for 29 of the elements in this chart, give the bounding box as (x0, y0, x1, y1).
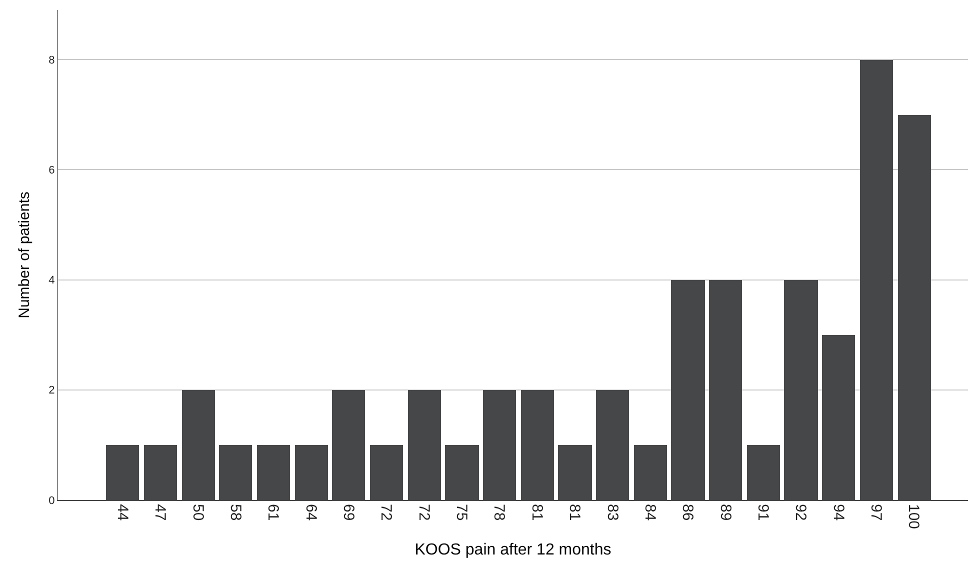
y-tick-label: 2 (48, 384, 55, 397)
x-tick-label: 72 (378, 504, 395, 521)
y-axis-title: Number of patients (16, 192, 33, 318)
x-tick-label: 64 (302, 504, 320, 521)
x-tick-label: 86 (679, 504, 696, 521)
x-tick-label: 92 (792, 504, 810, 521)
x-tick-label: 94 (830, 504, 847, 521)
x-tick-label: 100 (905, 504, 922, 530)
x-tick-label: 61 (264, 504, 282, 521)
x-tick-label: 83 (604, 504, 621, 521)
x-tick-label: 72 (415, 504, 432, 521)
x-tick-label: 75 (453, 504, 470, 521)
y-tick-label: 6 (48, 164, 55, 177)
x-tick-label: 58 (226, 504, 244, 521)
y-tick-label: 0 (48, 494, 55, 507)
x-tick-label: 78 (490, 504, 508, 521)
x-tick-label: 50 (189, 504, 206, 521)
x-tick-label: 89 (716, 504, 734, 521)
x-axis-title: KOOS pain after 12 months (414, 542, 612, 559)
x-tick-label: 84 (641, 504, 658, 521)
x-tick-label: 91 (754, 504, 772, 521)
x-tick-label: 97 (868, 504, 885, 521)
x-tick-label: 69 (340, 504, 358, 521)
x-tick-label: 81 (528, 504, 546, 521)
y-tick-label: 4 (48, 274, 55, 287)
x-tick-label: 81 (566, 504, 584, 521)
y-tick-label: 8 (48, 54, 55, 66)
x-tick-label: 47 (152, 504, 169, 521)
x-tick-label: 44 (114, 504, 131, 521)
